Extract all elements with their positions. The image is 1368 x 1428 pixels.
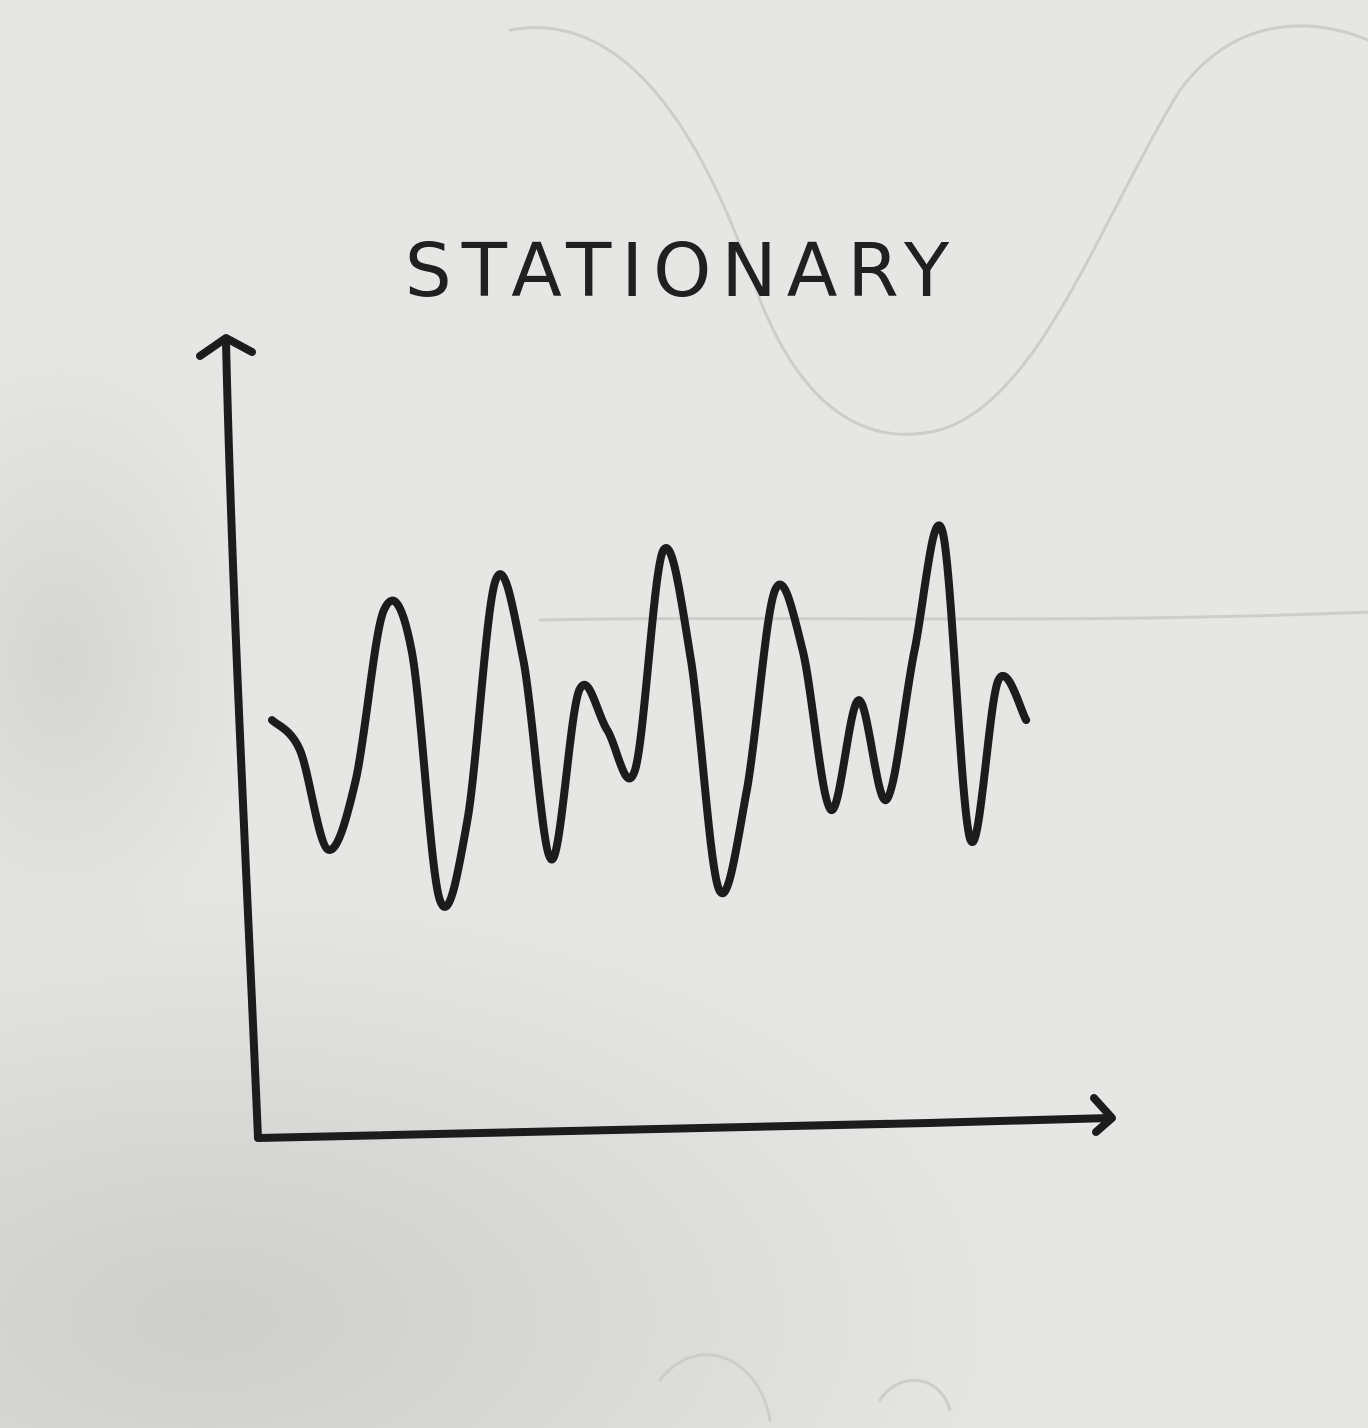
series-line-0 xyxy=(268,521,1031,911)
data-point-11 xyxy=(575,686,583,694)
data-point-24 xyxy=(938,527,946,535)
data-point-4 xyxy=(380,607,388,615)
data-point-6 xyxy=(436,895,444,903)
y-axis-line xyxy=(222,338,262,1142)
data-point-15 xyxy=(687,656,695,664)
data-point-12 xyxy=(603,726,611,734)
x-axis-line xyxy=(254,1114,1114,1142)
data-point-23 xyxy=(911,647,919,655)
data-point-0 xyxy=(268,716,276,724)
data-point-19 xyxy=(799,647,807,655)
data-point-7 xyxy=(464,816,472,824)
chart-title: STATIONARY xyxy=(405,228,959,314)
axes xyxy=(196,334,1116,1142)
data-point-10 xyxy=(547,855,555,863)
x-axis-arrowhead xyxy=(1090,1094,1116,1136)
data-point-2 xyxy=(324,846,332,854)
data-point-17 xyxy=(743,786,751,794)
data-point-14 xyxy=(659,547,667,555)
data-point-21 xyxy=(855,696,863,704)
data-point-20 xyxy=(827,806,835,814)
data-point-16 xyxy=(715,885,723,893)
data-point-26 xyxy=(994,676,1002,684)
data-point-8 xyxy=(491,577,499,585)
data-point-13 xyxy=(631,766,639,774)
data-point-27 xyxy=(1022,716,1030,724)
data-point-9 xyxy=(519,656,527,664)
data-point-22 xyxy=(883,796,891,804)
y-axis-arrowhead xyxy=(196,334,256,360)
data-point-5 xyxy=(408,647,416,655)
data-point-25 xyxy=(966,836,974,844)
data-point-3 xyxy=(352,776,360,784)
data-point-18 xyxy=(771,587,779,595)
series-layer xyxy=(268,521,1031,911)
data-point-1 xyxy=(296,746,304,754)
